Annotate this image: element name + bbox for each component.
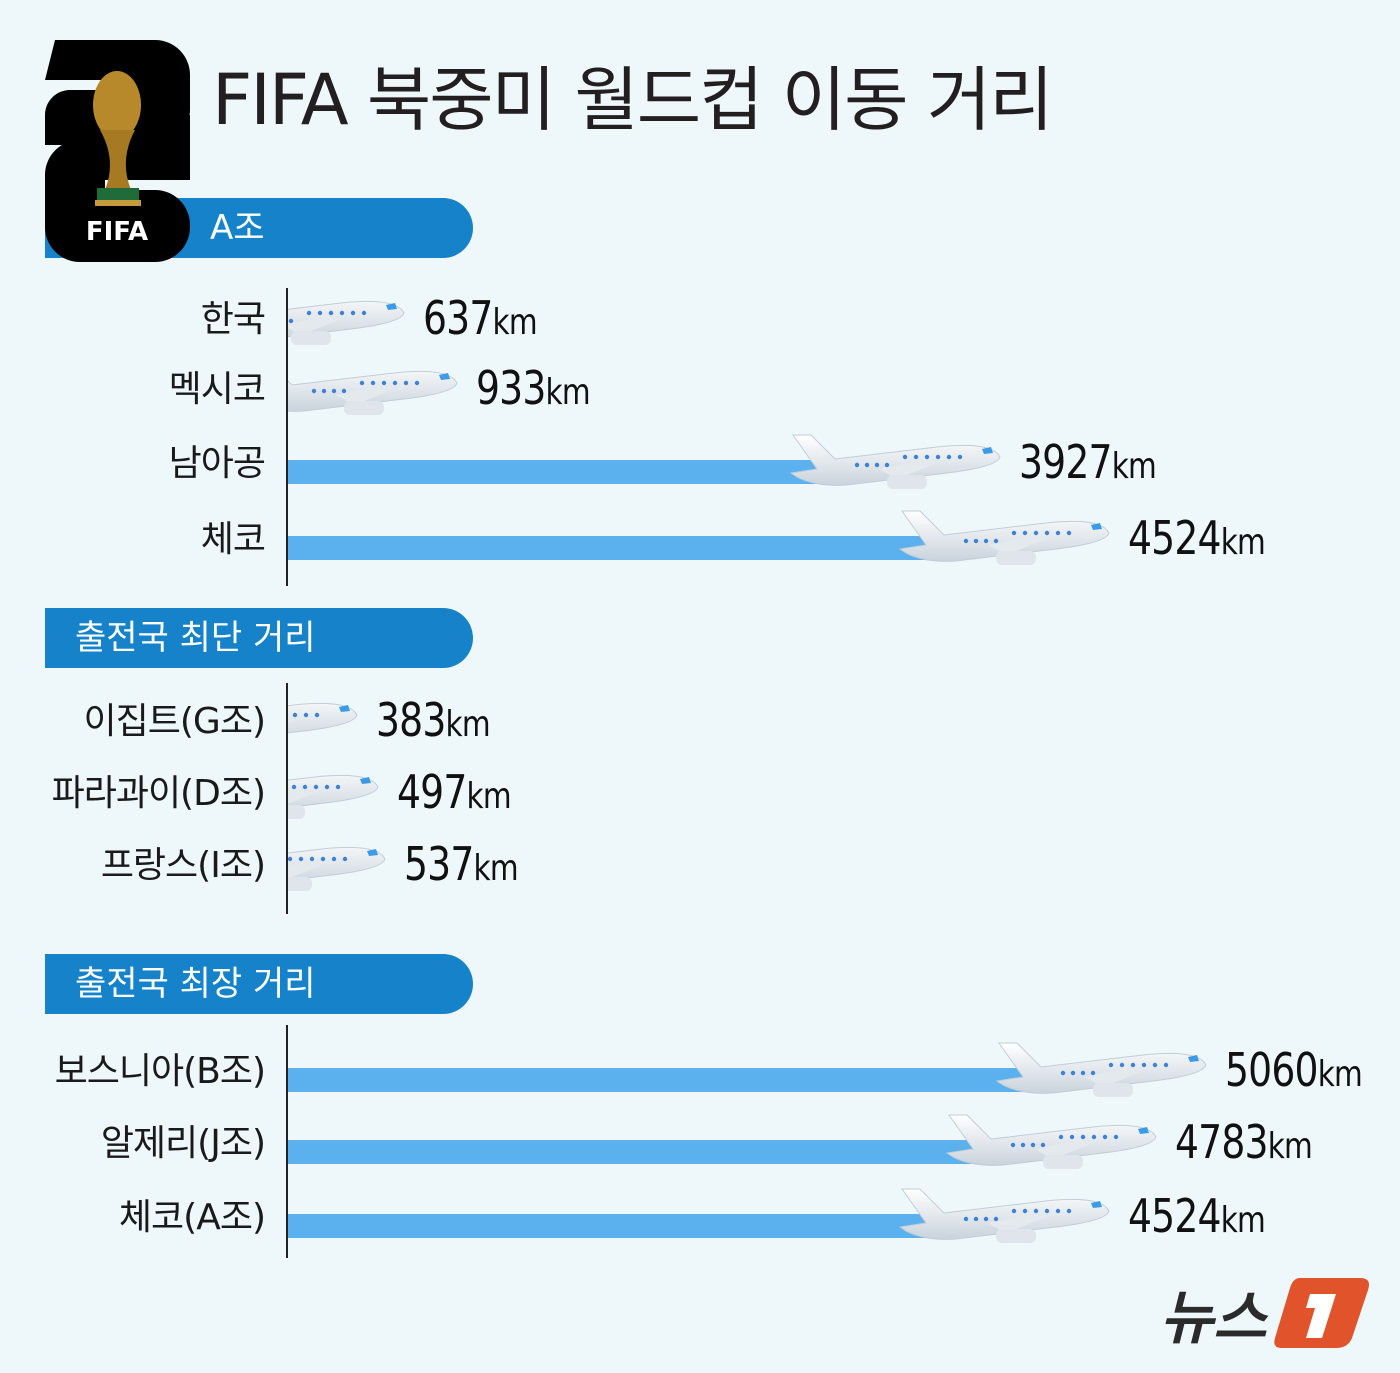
value-unit: km [473,848,519,889]
category-label: 파라과이(D조) [51,773,266,814]
svg-text:뉴스: 뉴스 [1160,1284,1269,1352]
value-label: 497km [397,765,512,819]
value-unit: km [1317,1054,1363,1095]
bar-track [288,501,1400,571]
value-unit: km [1220,522,1265,563]
airplane-icon [787,429,1002,491]
axis-line [286,683,288,914]
bar-track [288,351,1400,421]
group-title: A조 [210,208,265,248]
category-label: 알제리(J조) [100,1123,266,1164]
category-label: 이집트(G조) [83,701,266,742]
value-number: 933 [476,361,546,415]
value-number: 537 [404,837,474,891]
group-title: 출전국 최장 거리 [75,964,316,1004]
logo-text: FIFA [86,217,148,247]
bar-track [288,827,1400,897]
value-label: 4524km [1127,511,1266,565]
bar-track [288,755,1400,825]
value-label: 4524km [1127,1189,1266,1243]
value-unit: km [1267,1126,1312,1167]
category-label: 프랑스(I조) [100,845,266,886]
airplane-icon [288,355,459,417]
group-header: 출전국 최단 거리 [45,608,473,668]
value-number: 5060 [1224,1043,1319,1097]
bar-track [288,1179,1400,1249]
airplane-icon [288,831,387,893]
value-label: 4783km [1174,1115,1313,1169]
distance-bar [288,1140,1006,1164]
airplane-icon [288,759,380,821]
page-title: FIFA 북중미 월드컵 이동 거리 [212,59,1054,141]
value-number: 3927 [1019,435,1113,489]
axis-line [286,1025,288,1258]
value-label: 3927km [1019,435,1157,489]
value-number: 497 [397,765,467,819]
category-label: 체코 [200,519,266,560]
value-unit: km [492,302,537,343]
value-label: 5060km [1224,1043,1363,1097]
value-number: 637 [422,291,493,345]
distance-bar [288,460,851,484]
bar-track [288,281,1400,351]
category-label: 멕시코 [168,369,266,410]
value-number: 4524 [1127,1189,1222,1243]
value-unit: km [446,704,491,745]
category-label: 한국 [200,299,266,340]
value-unit: km [466,776,512,817]
value-label: 537km [404,837,519,891]
category-label: 남아공 [168,443,266,484]
bar-track [288,1033,1400,1103]
airplane-icon [896,505,1111,567]
group-header: 출전국 최장 거리 [45,954,473,1014]
airplane-icon [896,1183,1111,1245]
category-label: 체코(A조) [118,1197,266,1238]
airplane-icon [943,1109,1158,1171]
group-title: 출전국 최단 거리 [75,618,316,658]
value-label: 637km [422,291,538,345]
axis-line [286,288,288,586]
airplane-icon [288,285,406,347]
value-unit: km [1112,446,1157,487]
value-number: 4783 [1174,1115,1269,1169]
value-unit: km [1220,1200,1265,1241]
bar-track [288,425,1400,495]
value-label: 383km [376,693,491,747]
category-label: 보스니아(B조) [54,1051,266,1092]
distance-bar [288,536,959,560]
bar-track [288,1105,1400,1175]
value-unit: km [545,372,591,413]
airplane-icon [993,1037,1208,1099]
value-number: 4524 [1127,511,1222,565]
distance-bar [288,1068,1056,1092]
distance-bar [288,1214,959,1238]
news1-logo: 뉴스 [1160,1278,1369,1352]
bar-track [288,683,1400,753]
fifa-26-logo: FIFA [45,40,190,262]
value-label: 933km [476,361,591,415]
airplane-icon [288,687,359,749]
value-number: 383 [376,693,447,747]
